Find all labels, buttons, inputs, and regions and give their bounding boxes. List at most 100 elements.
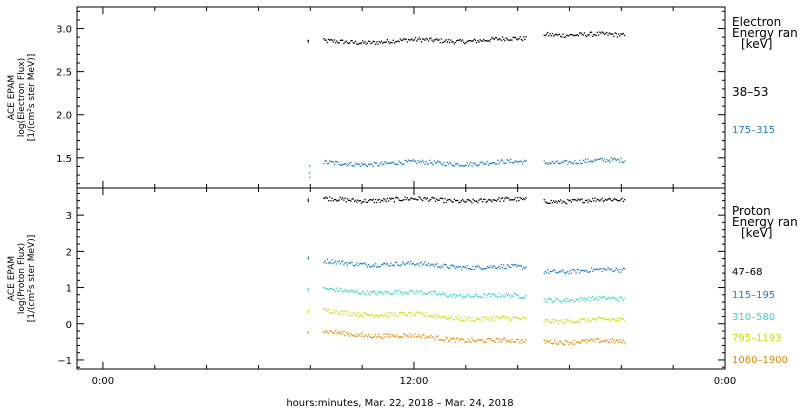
data-point <box>615 299 617 301</box>
data-point <box>593 33 595 36</box>
data-point <box>481 339 484 341</box>
data-point <box>605 161 607 163</box>
data-point <box>514 36 517 39</box>
data-point <box>347 199 350 201</box>
data-point <box>351 312 353 314</box>
data-point <box>516 317 518 319</box>
data-point <box>518 161 520 163</box>
data-point <box>588 339 590 341</box>
data-point <box>568 35 570 37</box>
data-point <box>477 164 479 166</box>
data-point <box>499 295 501 298</box>
data-point <box>392 335 394 337</box>
data-point <box>520 342 523 344</box>
data-point <box>389 42 391 45</box>
data-point <box>407 261 410 263</box>
data-point <box>488 319 491 322</box>
data-point <box>382 163 384 166</box>
data-point <box>396 41 398 43</box>
data-point <box>446 318 448 320</box>
data-point <box>612 270 614 273</box>
data-point <box>523 197 525 200</box>
data-point <box>608 318 610 320</box>
data-point <box>571 34 574 36</box>
data-point <box>564 339 567 342</box>
data-point <box>473 162 475 164</box>
data-point <box>326 197 329 199</box>
data-point <box>519 265 521 267</box>
data-point <box>382 315 384 317</box>
data-point <box>619 296 621 298</box>
data-point <box>558 341 561 343</box>
data-point <box>392 197 394 200</box>
data-point <box>550 35 552 37</box>
data-point <box>352 335 354 337</box>
data-point <box>512 341 514 343</box>
data-point <box>615 198 617 201</box>
data-point <box>444 198 446 200</box>
data-point <box>463 265 465 268</box>
data-point <box>346 333 349 336</box>
data-point <box>406 335 408 337</box>
data-point <box>614 319 616 321</box>
data-point <box>460 164 463 167</box>
data-point <box>577 198 580 200</box>
data-point <box>451 41 453 43</box>
data-point <box>429 265 431 267</box>
data-point <box>545 301 548 303</box>
data-point <box>386 333 389 335</box>
data-point <box>458 202 460 204</box>
data-point <box>370 266 372 268</box>
data-point <box>460 316 463 318</box>
data-point <box>607 267 609 269</box>
data-point <box>393 265 396 267</box>
data-point <box>601 31 603 33</box>
data-point <box>584 338 587 341</box>
data-point <box>623 34 626 37</box>
data-point <box>503 337 505 339</box>
data-point <box>325 39 327 41</box>
data-point <box>524 38 526 41</box>
data-point <box>359 313 361 316</box>
data-point <box>429 159 431 161</box>
data-point <box>440 265 443 267</box>
data-point <box>398 199 400 201</box>
data-point <box>584 199 587 202</box>
data-point <box>352 42 354 44</box>
data-point <box>511 263 513 266</box>
data-point <box>508 316 511 318</box>
data-point <box>403 163 405 165</box>
data-point <box>456 317 458 320</box>
data-point <box>575 34 577 37</box>
data-point <box>307 288 309 290</box>
data-point <box>347 291 350 293</box>
data-point <box>377 292 379 294</box>
data-point <box>557 200 560 202</box>
data-point <box>603 295 606 298</box>
data-point <box>516 338 518 341</box>
data-point <box>401 163 404 166</box>
data-point <box>587 317 589 319</box>
data-point <box>606 298 608 300</box>
data-point <box>370 42 372 45</box>
data-point <box>498 341 500 343</box>
data-point <box>612 297 614 299</box>
data-point <box>561 301 563 304</box>
data-point <box>543 321 545 323</box>
data-point <box>560 162 562 164</box>
data-point <box>510 39 512 41</box>
data-point <box>554 162 556 165</box>
data-point <box>503 38 505 40</box>
axis-ticks <box>77 7 726 369</box>
data-point <box>405 314 407 317</box>
data-point <box>560 199 562 201</box>
data-point <box>324 197 326 199</box>
data-point <box>593 268 595 271</box>
data-point <box>589 200 591 202</box>
data-point <box>560 35 562 37</box>
data-point <box>378 290 380 292</box>
data-point <box>338 290 340 293</box>
data-point <box>378 333 380 336</box>
data-point <box>555 342 557 344</box>
